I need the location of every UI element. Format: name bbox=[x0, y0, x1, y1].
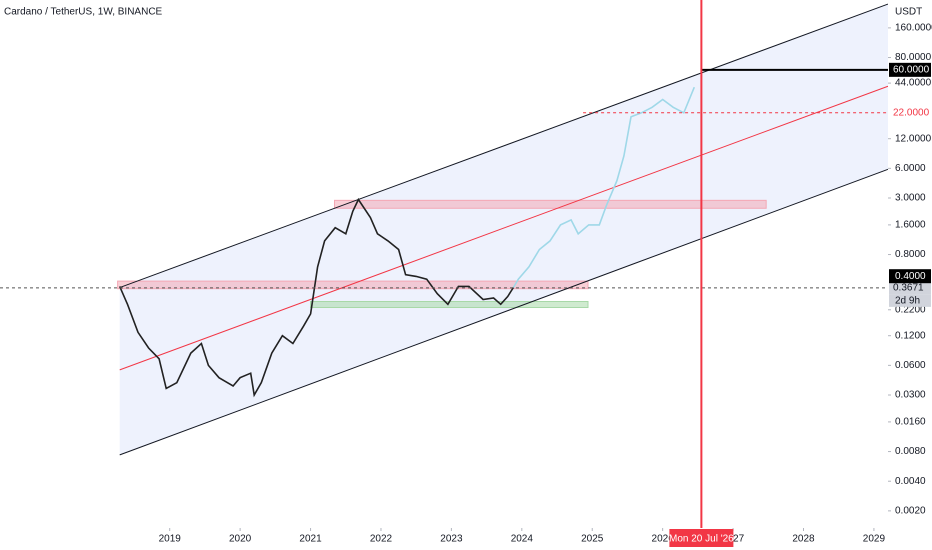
channel-upper bbox=[119, 3, 889, 289]
x-tick-label: 2020 bbox=[229, 534, 252, 545]
channel-fill bbox=[119, 4, 888, 455]
axis-unit: USDT bbox=[895, 7, 922, 18]
zone bbox=[333, 199, 767, 209]
countdown: 2d 9h bbox=[895, 296, 920, 307]
y-tick-label: 80.0000 bbox=[895, 52, 932, 63]
price-axis: 160.0000 80.0000 44.0000 12.0000 6.0000 3.000… bbox=[888, 0, 932, 550]
chart-title: Cardano / TetherUS, 1W, BINANCE bbox=[4, 7, 163, 18]
y-tick-label: 0.0300 bbox=[895, 390, 926, 401]
level-label: 22.0000 bbox=[893, 107, 930, 118]
price-box-bg bbox=[889, 269, 931, 284]
y-tick-label: 160.0000 bbox=[895, 23, 932, 34]
x-tick-label: 2024 bbox=[511, 534, 534, 545]
level-label-bg bbox=[889, 105, 931, 120]
x-tick-label: 2028 bbox=[792, 534, 815, 545]
x-tick-label: 2019 bbox=[159, 534, 182, 545]
y-tick-label: 0.2200 bbox=[895, 304, 926, 315]
x-tick-label: 2026 bbox=[652, 534, 675, 545]
channel-lower bbox=[119, 168, 889, 456]
zone bbox=[117, 280, 589, 290]
channel-middle bbox=[119, 85, 889, 371]
y-tick-label: 0.0020 bbox=[895, 506, 926, 517]
y-tick-label: 0.8000 bbox=[895, 249, 926, 260]
price-box-label: 0.4000 bbox=[895, 271, 926, 282]
y-tick-label: 6.0000 bbox=[895, 163, 926, 174]
y-tick-label: 0.0160 bbox=[895, 417, 926, 428]
level-label: 0.3671 bbox=[893, 283, 924, 294]
x-tick-label: 2023 bbox=[440, 534, 463, 545]
x-tick-label: 2029 bbox=[863, 534, 886, 545]
x-tick-label: 2021 bbox=[299, 534, 322, 545]
level-label-bg bbox=[889, 62, 931, 77]
y-tick-label: 44.0000 bbox=[895, 78, 932, 89]
y-tick-label: 0.0080 bbox=[895, 446, 926, 457]
crosshair-label-bg bbox=[669, 529, 734, 547]
crosshair-label: Mon 20 Jul '26 bbox=[669, 534, 734, 545]
x-tick-label: 2025 bbox=[581, 534, 604, 545]
level-label-bg bbox=[889, 280, 931, 295]
y-tick-label: 1.6000 bbox=[895, 220, 926, 231]
level-label: 60.0000 bbox=[893, 64, 930, 75]
y-tick-label: 0.0040 bbox=[895, 476, 926, 487]
price-line bbox=[512, 86, 696, 288]
y-tick-label: 12.0000 bbox=[895, 133, 932, 144]
y-tick-label: 3.0000 bbox=[895, 193, 926, 204]
plot bbox=[0, 0, 889, 528]
y-tick-label: 0.0600 bbox=[895, 360, 926, 371]
price-line bbox=[118, 197, 515, 398]
y-tick-label: 0.1200 bbox=[895, 330, 926, 341]
x-tick-label: 2022 bbox=[370, 534, 393, 545]
countdown-bg bbox=[889, 294, 931, 307]
